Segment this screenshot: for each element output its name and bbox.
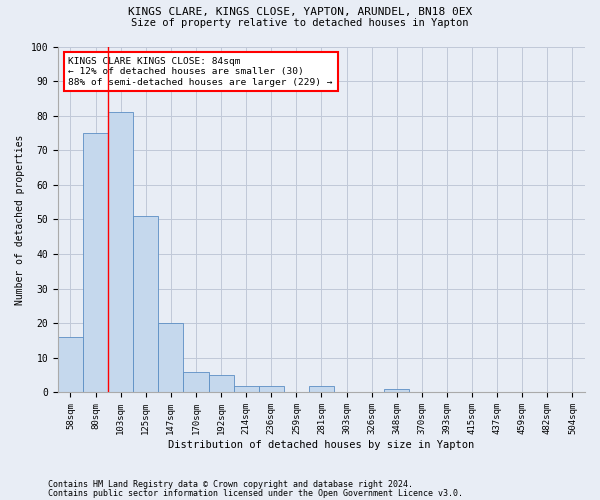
Bar	[58, 337, 83, 392]
Text: Size of property relative to detached houses in Yapton: Size of property relative to detached ho…	[131, 18, 469, 28]
Bar	[209, 375, 233, 392]
Bar	[133, 216, 158, 392]
Text: KINGS CLARE, KINGS CLOSE, YAPTON, ARUNDEL, BN18 0EX: KINGS CLARE, KINGS CLOSE, YAPTON, ARUNDE…	[128, 8, 472, 18]
Text: Contains HM Land Registry data © Crown copyright and database right 2024.: Contains HM Land Registry data © Crown c…	[48, 480, 413, 489]
Bar	[384, 389, 409, 392]
Bar	[83, 133, 108, 392]
Text: KINGS CLARE KINGS CLOSE: 84sqm
← 12% of detached houses are smaller (30)
88% of : KINGS CLARE KINGS CLOSE: 84sqm ← 12% of …	[68, 57, 333, 86]
Bar	[233, 386, 259, 392]
Text: Contains public sector information licensed under the Open Government Licence v3: Contains public sector information licen…	[48, 489, 463, 498]
Bar	[108, 112, 133, 392]
Bar	[309, 386, 334, 392]
Bar	[184, 372, 209, 392]
X-axis label: Distribution of detached houses by size in Yapton: Distribution of detached houses by size …	[169, 440, 475, 450]
Bar	[259, 386, 284, 392]
Y-axis label: Number of detached properties: Number of detached properties	[15, 134, 25, 304]
Bar	[158, 324, 184, 392]
